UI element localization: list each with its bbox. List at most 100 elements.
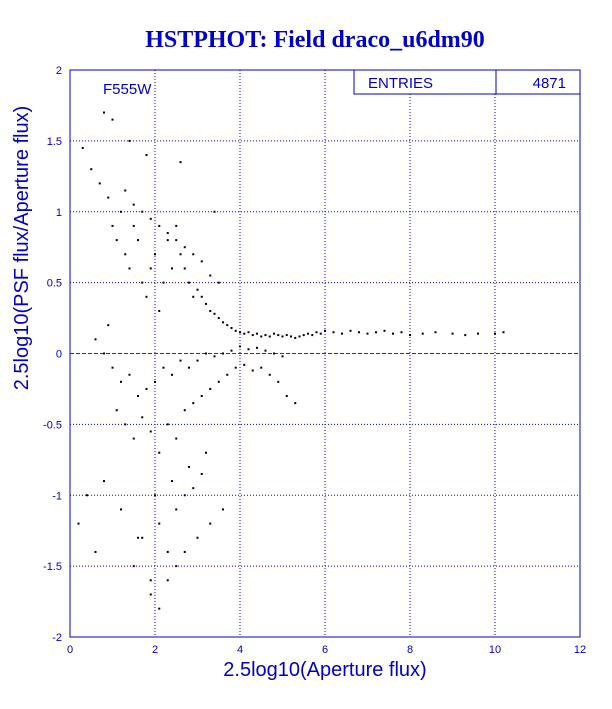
x-tick-label: 2	[152, 644, 158, 656]
data-point	[349, 329, 352, 332]
data-point	[111, 118, 114, 121]
data-point	[183, 409, 186, 412]
data-point	[137, 239, 139, 242]
data-point	[234, 366, 237, 369]
data-point	[128, 373, 131, 376]
data-point	[383, 329, 386, 332]
stats-entries-label: ENTRIES	[368, 75, 433, 92]
x-tick-label: 12	[574, 644, 586, 656]
data-point	[158, 451, 161, 454]
data-point	[183, 494, 186, 497]
data-point	[90, 168, 93, 171]
data-point	[281, 355, 284, 358]
data-point	[285, 334, 288, 337]
stats-entries-value: 4871	[533, 75, 566, 92]
data-point	[222, 508, 224, 511]
data-point	[217, 317, 220, 320]
data-point	[137, 536, 139, 539]
data-point	[341, 332, 343, 335]
y-tick-label: -1.5	[43, 561, 62, 573]
data-point	[247, 348, 250, 351]
data-point	[277, 380, 280, 383]
data-point	[256, 332, 258, 335]
data-point	[166, 232, 169, 235]
x-tick-label: 4	[237, 644, 243, 656]
data-point	[251, 334, 254, 337]
data-point	[319, 332, 322, 335]
data-point	[175, 437, 178, 440]
data-point	[234, 329, 237, 332]
data-point	[464, 334, 467, 337]
data-point	[145, 154, 148, 157]
data-point	[115, 409, 118, 412]
data-point	[107, 196, 110, 199]
data-point	[260, 335, 263, 338]
data-point	[111, 224, 114, 227]
stats-box: ENTRIES 4871	[353, 69, 581, 95]
y-axis-label: 2.5log10(PSF flux/Aperture flux)	[11, 106, 33, 391]
data-point	[124, 253, 127, 256]
data-point	[294, 402, 297, 405]
data-points	[77, 111, 505, 610]
x-tick-label: 0	[67, 644, 73, 656]
y-tick-label: 0.5	[47, 278, 62, 290]
data-point	[166, 579, 169, 582]
data-point	[392, 332, 394, 335]
data-point	[315, 331, 318, 334]
data-point	[154, 494, 156, 497]
data-point	[200, 395, 203, 398]
data-point	[375, 331, 377, 334]
data-point	[273, 352, 275, 355]
data-point	[400, 331, 403, 334]
data-point	[171, 373, 173, 376]
data-point	[290, 335, 292, 338]
x-tick-labels: 0 2 4 6 8 10 12	[67, 644, 586, 656]
data-point	[205, 451, 207, 454]
data-point	[154, 380, 156, 383]
data-point	[205, 302, 207, 305]
data-point	[200, 472, 203, 475]
data-point	[124, 423, 127, 426]
y-tick-label: 0	[56, 349, 62, 361]
data-point	[192, 253, 195, 256]
data-point	[277, 334, 280, 337]
data-point	[145, 387, 148, 390]
data-point	[324, 329, 326, 332]
data-point	[196, 359, 199, 362]
data-point	[124, 189, 127, 192]
y-tick-label: -0.5	[43, 419, 62, 431]
data-point	[264, 349, 267, 352]
data-point	[145, 295, 148, 298]
data-point	[239, 345, 241, 348]
data-point	[434, 331, 437, 334]
data-point	[115, 239, 118, 242]
data-point	[132, 203, 135, 206]
data-point	[366, 332, 369, 335]
data-point	[166, 239, 169, 242]
data-point	[196, 288, 199, 291]
y-tick-label: 1	[56, 207, 62, 219]
data-point	[86, 494, 88, 497]
data-point	[239, 331, 241, 334]
data-point	[149, 579, 152, 582]
data-point	[175, 224, 178, 227]
data-point	[179, 359, 182, 362]
x-tick-label: 8	[407, 644, 413, 656]
data-point	[120, 210, 122, 213]
chart-title: HSTPHOT: Field draco_u6dm90	[145, 27, 485, 53]
data-point	[217, 380, 220, 383]
data-point	[260, 366, 263, 369]
data-point	[281, 335, 284, 338]
data-point	[162, 281, 165, 284]
data-point	[273, 332, 275, 335]
data-point	[154, 253, 156, 256]
data-point	[183, 550, 186, 553]
y-tick-label: 1.5	[47, 136, 62, 148]
data-point	[222, 321, 224, 324]
data-point	[103, 352, 105, 355]
data-point	[298, 335, 301, 338]
data-point	[188, 465, 190, 468]
data-point	[107, 324, 110, 327]
y-tick-labels: -2 -1.5 -1 -0.5 0 0.5 1 1.5 2	[43, 65, 62, 644]
